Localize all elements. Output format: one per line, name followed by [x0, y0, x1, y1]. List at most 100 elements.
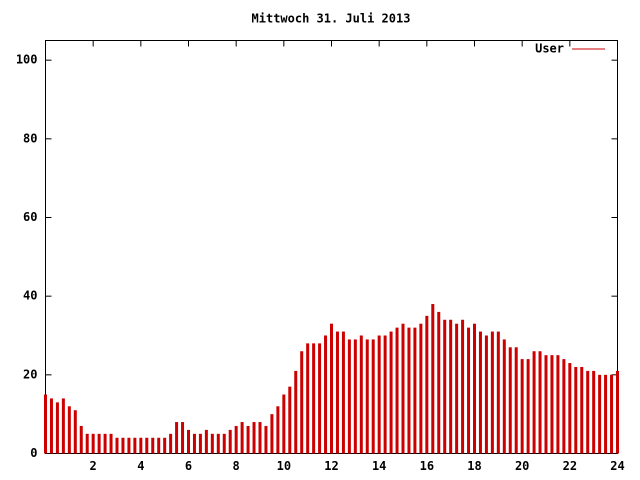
impulse — [353, 339, 357, 454]
impulse — [532, 351, 536, 454]
impulse — [49, 398, 53, 454]
impulse — [252, 422, 256, 454]
impulse — [377, 335, 381, 454]
impulse — [335, 331, 339, 454]
impulse — [91, 433, 95, 454]
impulse — [496, 331, 500, 454]
impulse — [216, 433, 220, 454]
impulse — [240, 422, 244, 454]
y-tick-label: 80 — [23, 131, 37, 145]
impulse — [455, 323, 459, 454]
impulse — [544, 355, 548, 454]
impulse — [187, 429, 190, 454]
impulse — [300, 351, 304, 454]
impulse — [204, 429, 208, 454]
impulse — [473, 323, 476, 454]
impulse — [556, 355, 560, 454]
x-tick-label: 22 — [563, 459, 577, 473]
impulse — [210, 433, 214, 454]
impulse — [389, 331, 393, 454]
x-tick-label: 6 — [185, 459, 192, 473]
impulse — [395, 327, 399, 454]
impulse — [341, 331, 345, 454]
impulse — [538, 351, 542, 454]
impulse — [443, 319, 447, 454]
impulse — [562, 359, 566, 454]
impulse — [181, 422, 185, 454]
impulse — [461, 319, 465, 454]
impulse — [604, 374, 608, 454]
impulse — [264, 425, 268, 454]
impulse — [514, 347, 518, 454]
x-tick-label: 18 — [467, 459, 481, 473]
impulse — [294, 370, 298, 454]
impulse — [550, 355, 554, 454]
impulse — [234, 425, 238, 454]
impulse — [520, 359, 524, 454]
impulse — [431, 304, 435, 454]
impulse — [401, 323, 405, 454]
x-tick-label: 20 — [515, 459, 529, 473]
impulse — [139, 437, 143, 454]
impulse — [103, 433, 107, 454]
chart-title: Mittwoch 31. Juli 2013 — [252, 12, 411, 26]
legend-label: User — [535, 42, 564, 56]
impulse — [330, 323, 333, 454]
impulse — [347, 339, 351, 454]
impulse — [502, 339, 506, 454]
impulse — [580, 366, 584, 454]
impulse — [371, 339, 375, 454]
impulse — [312, 343, 316, 454]
impulse — [121, 437, 125, 454]
impulse — [169, 433, 173, 454]
impulse — [67, 406, 71, 454]
impulse — [598, 374, 602, 454]
impulse — [97, 433, 101, 454]
impulse — [318, 343, 322, 454]
impulse — [61, 398, 65, 454]
y-tick-label: 20 — [23, 367, 37, 381]
impulse — [490, 331, 494, 454]
impulse — [246, 425, 250, 454]
impulse — [407, 327, 411, 454]
impulse — [163, 437, 167, 454]
impulse — [270, 414, 274, 454]
impulse — [324, 335, 328, 454]
impulse — [258, 422, 262, 454]
impulse — [484, 335, 488, 454]
impulse — [425, 315, 429, 454]
impulse — [133, 437, 137, 454]
y-tick-label: 60 — [23, 210, 37, 224]
impulse — [276, 406, 280, 454]
y-tick-label: 100 — [16, 53, 38, 67]
x-tick-label: 24 — [610, 459, 624, 473]
impulse — [616, 370, 619, 454]
impulse — [359, 335, 363, 454]
impulse — [478, 331, 482, 454]
impulse — [365, 339, 369, 454]
impulse — [73, 410, 77, 454]
impulse — [175, 422, 179, 454]
x-tick-label: 14 — [372, 459, 386, 473]
impulse — [115, 437, 119, 454]
impulse — [592, 370, 596, 454]
impulse — [79, 425, 83, 454]
impulse — [44, 394, 47, 454]
impulse — [508, 347, 512, 454]
impulse — [437, 311, 441, 454]
impulse — [145, 437, 149, 454]
impulse — [228, 429, 232, 454]
impulse — [157, 437, 161, 454]
impulse — [55, 402, 59, 454]
impulse — [306, 343, 310, 454]
y-tick-label: 0 — [30, 446, 37, 460]
y-tick-label: 40 — [23, 289, 37, 303]
impulse — [467, 327, 471, 454]
x-tick-label: 16 — [420, 459, 434, 473]
impulse — [574, 366, 578, 454]
impulse — [282, 394, 286, 454]
impulse — [151, 437, 155, 454]
impulse — [413, 327, 417, 454]
impulse — [109, 433, 113, 454]
